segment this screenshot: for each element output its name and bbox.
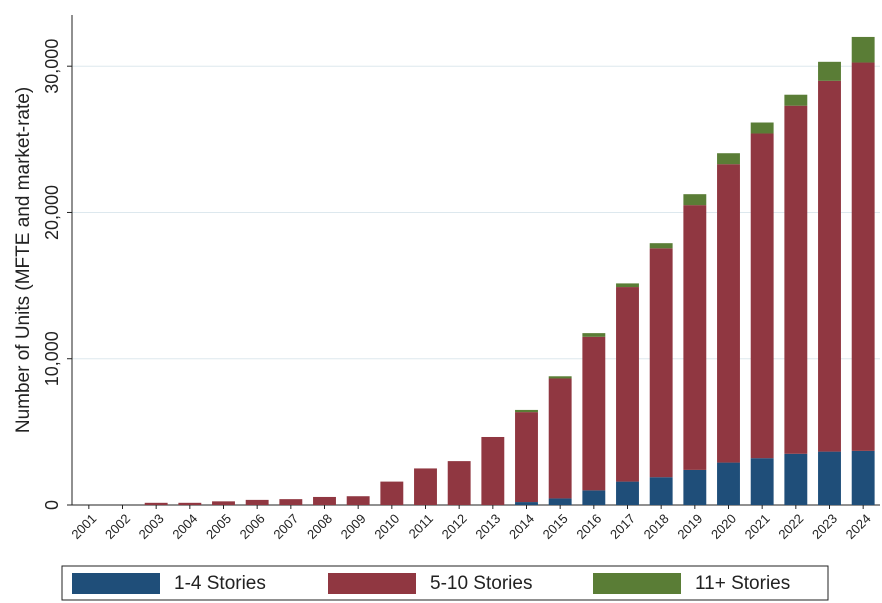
bar-segment — [582, 336, 606, 491]
bar-segment — [784, 94, 808, 106]
x-tick-label: 2003 — [136, 511, 167, 542]
x-tick-label: 2007 — [270, 511, 301, 542]
legend-swatch — [328, 573, 416, 594]
x-tick-label: 2015 — [540, 511, 571, 542]
x-tick-label: 2020 — [708, 511, 739, 542]
legend-label: 1-4 Stories — [174, 573, 266, 594]
bar-segment — [818, 80, 841, 452]
bar-segment — [851, 450, 875, 505]
bar-segment — [750, 458, 774, 505]
x-tick-label: 2004 — [169, 511, 200, 542]
bar-segment — [851, 62, 875, 451]
bar-segment — [616, 481, 639, 505]
x-tick-label: 2006 — [237, 511, 268, 542]
bar-segment — [649, 243, 673, 249]
bar-segment — [649, 477, 673, 505]
y-tick-label: 20,000 — [42, 185, 62, 240]
x-tick-label: 2019 — [674, 511, 705, 542]
legend-label: 11+ Stories — [695, 573, 790, 594]
bar-segment — [717, 462, 740, 505]
y-tick-label: 30,000 — [42, 39, 62, 94]
bar-segment — [548, 378, 572, 499]
x-tick-label: 2008 — [304, 511, 335, 542]
bar-segment — [414, 468, 437, 505]
y-tick-label: 10,000 — [42, 331, 62, 386]
bar-segment — [784, 453, 808, 505]
bar-segment — [245, 499, 269, 505]
bar-segment — [582, 490, 606, 505]
bar-segment — [750, 122, 774, 134]
bar-segment — [313, 496, 336, 505]
y-tick-label: 0 — [42, 500, 62, 510]
bar-segment — [818, 451, 841, 505]
bar-segment — [144, 502, 168, 505]
x-tick-label: 2011 — [406, 511, 436, 541]
bar-segment — [616, 283, 639, 288]
y-axis-label: Number of Units (MFTE and market-rate) — [13, 87, 34, 433]
legend-swatch — [72, 573, 160, 594]
bar-segment — [818, 61, 841, 81]
bar-segment — [683, 205, 707, 470]
bar-segment — [851, 36, 875, 63]
bar-segment — [515, 412, 538, 503]
x-tick-label: 2010 — [371, 511, 402, 542]
bar-segment — [548, 376, 572, 379]
x-tick-label: 2001 — [68, 511, 99, 542]
bar-segment — [683, 469, 707, 505]
bar-segment — [649, 248, 673, 478]
x-tick-label: 2022 — [775, 511, 806, 542]
bar-segment — [346, 496, 370, 505]
x-tick-label: 2017 — [607, 511, 638, 542]
bar-segment — [515, 409, 538, 413]
x-tick-label: 2024 — [843, 511, 874, 542]
bar-segment — [548, 498, 572, 505]
bar-segment — [279, 499, 303, 505]
x-tick-label: 2005 — [203, 511, 234, 542]
bar-segment — [582, 333, 606, 337]
legend-swatch — [593, 573, 681, 594]
x-tick-label: 2002 — [102, 511, 133, 542]
x-tick-label: 2018 — [641, 511, 672, 542]
bar-segment — [481, 436, 505, 505]
x-tick-label: 2014 — [506, 511, 537, 542]
x-tick-label: 2023 — [809, 511, 840, 542]
bar-segment — [447, 461, 471, 505]
x-tick-label: 2009 — [338, 511, 369, 542]
legend-label: 5-10 Stories — [430, 573, 532, 594]
x-tick-label: 2012 — [439, 511, 470, 542]
bar-segment — [616, 287, 639, 482]
bar-segment — [683, 194, 707, 206]
x-tick-label: 2013 — [472, 511, 503, 542]
bar-segment — [212, 501, 235, 505]
legend-box — [61, 565, 829, 601]
x-tick-label: 2016 — [573, 511, 604, 542]
bar-segment — [750, 133, 774, 459]
bar-segment — [784, 105, 808, 454]
bar-segment — [178, 502, 202, 505]
bar-segment — [380, 481, 404, 505]
x-tick-label: 2021 — [742, 511, 773, 542]
bar-segment — [717, 153, 740, 165]
bar-segment — [717, 164, 740, 463]
bar-segment — [515, 502, 538, 505]
